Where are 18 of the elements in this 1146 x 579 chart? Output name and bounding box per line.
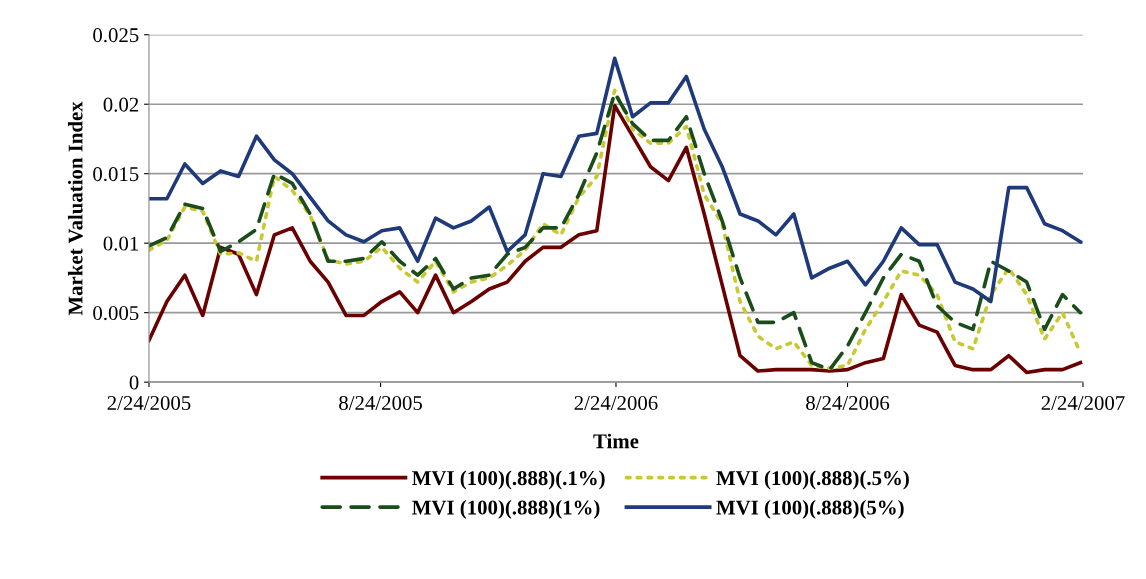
legend-label: MVI (100)(.888)(5%)	[716, 499, 904, 519]
x-axis-title: Time	[593, 433, 639, 449]
y-tick-label: 0.02	[103, 97, 139, 112]
line-series	[148, 56, 1083, 304]
x-tick-label: 2/24/2005	[107, 395, 191, 410]
y-tick-label: 0.005	[93, 306, 139, 321]
legend-label: MVI (100)(.888)(.1%)	[412, 470, 605, 490]
y-tick-label: 0.025	[93, 28, 139, 43]
x-tick-label: 2/24/2006	[574, 395, 658, 410]
legend-label: MVI (100)(.888)(1%)	[412, 499, 600, 519]
y-axis-title: Market Valuation Index	[67, 101, 83, 316]
x-tick-label: 8/24/2006	[806, 395, 890, 410]
legend-label: MVI (100)(.888)(.5%)	[716, 470, 909, 490]
y-tick-label: 0.015	[93, 167, 139, 182]
y-tick-label: 0.01	[103, 236, 139, 251]
x-tick-label: 8/24/2005	[339, 395, 422, 410]
x-tick-label: 2/24/2007	[1041, 395, 1125, 410]
y-tick-label: 0	[129, 375, 139, 390]
